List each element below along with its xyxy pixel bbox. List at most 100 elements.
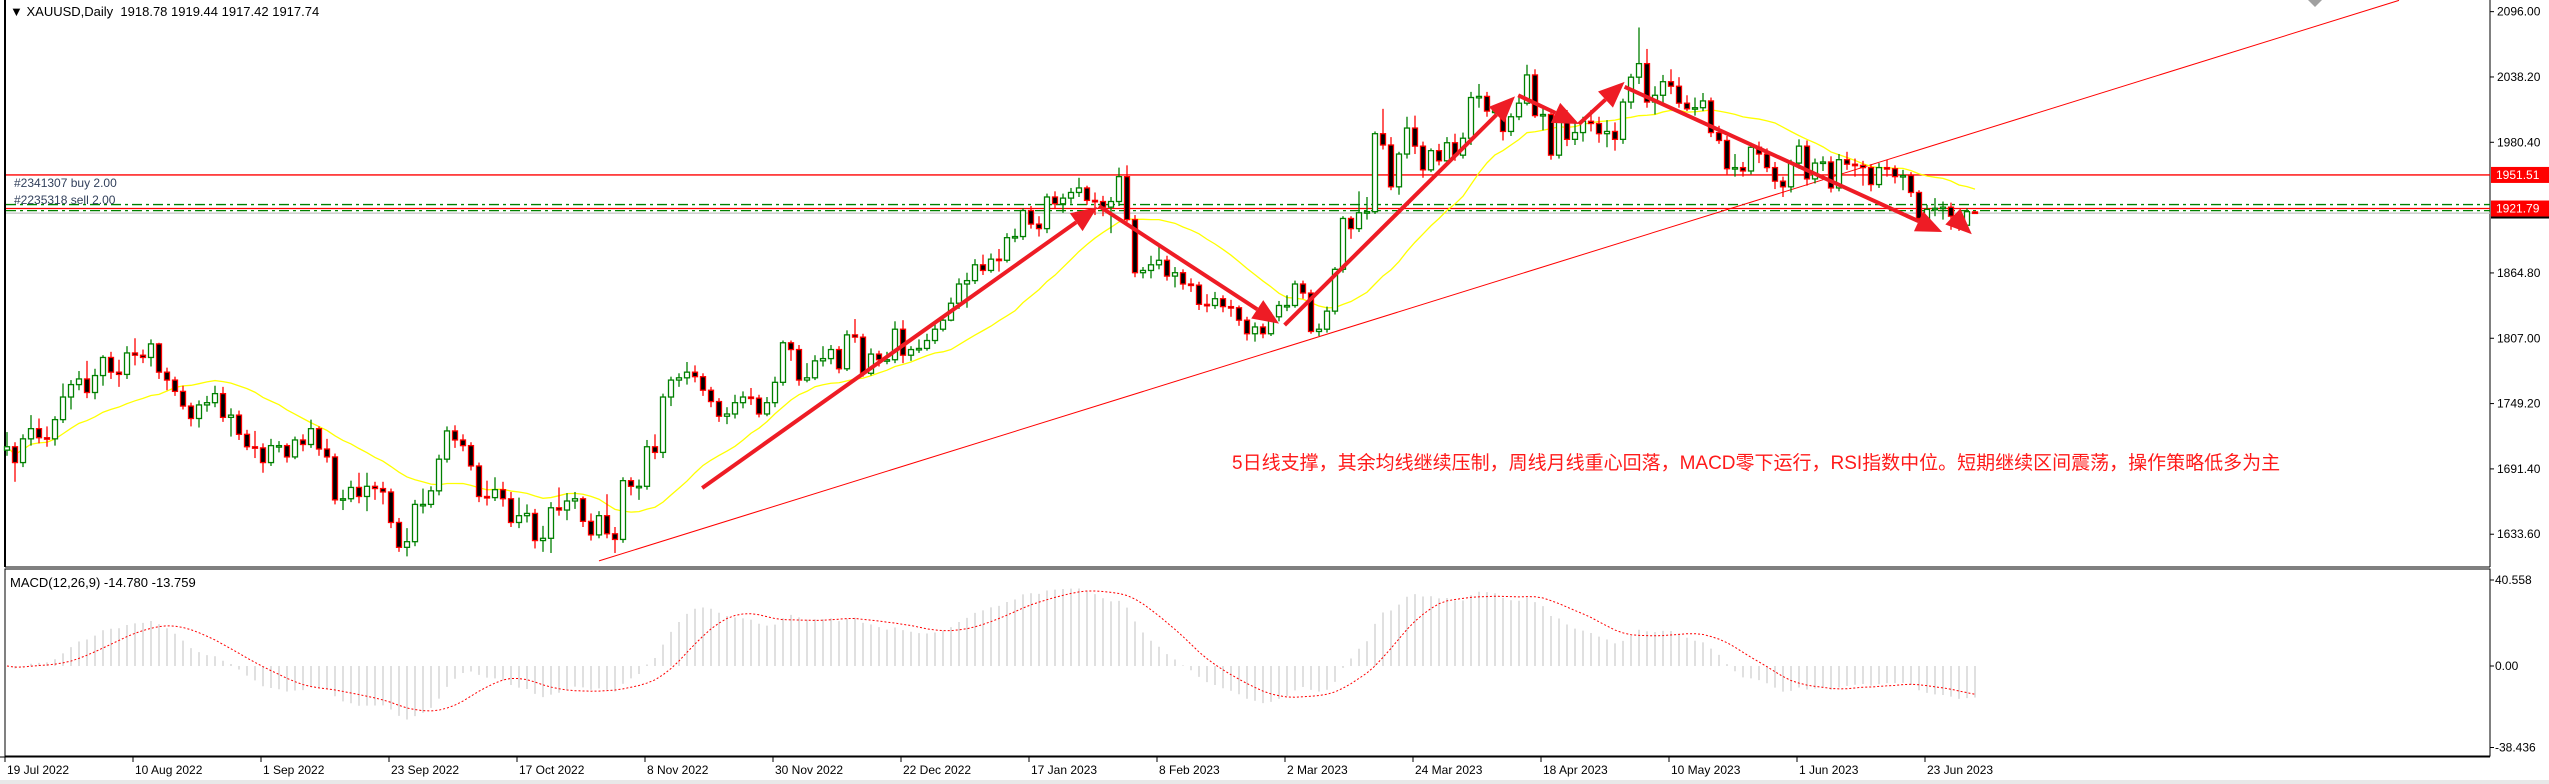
candle-body	[1819, 161, 1827, 165]
candle-body	[1795, 145, 1803, 164]
candle-body	[1283, 304, 1291, 308]
candle-body	[987, 258, 995, 272]
candle-body	[459, 439, 467, 447]
candle-body	[155, 343, 163, 373]
arrow-head-icon	[1488, 96, 1515, 123]
candle-body	[579, 498, 587, 522]
macd-title: MACD(12,26,9) -14.780 -13.759	[10, 575, 196, 590]
date-tick-label: 10 Aug 2022	[135, 763, 203, 777]
candle-body	[1571, 131, 1579, 140]
order-label-buy[interactable]: #2341307 buy 2.00	[14, 176, 117, 190]
candle-body	[1523, 74, 1531, 104]
candle-body	[1443, 142, 1451, 162]
candle-body	[1715, 131, 1723, 142]
candle-body	[675, 377, 683, 381]
candle-body	[307, 428, 315, 446]
date-tick-label: 24 Mar 2023	[1415, 763, 1483, 777]
candle-body	[531, 512, 539, 542]
candle-body	[355, 486, 363, 498]
candle-body	[1851, 163, 1859, 167]
candle-body	[1411, 127, 1419, 147]
candle-body	[491, 489, 499, 499]
candle-body	[923, 339, 931, 350]
candle-body	[1659, 81, 1667, 96]
candle-body	[1603, 130, 1611, 135]
candle-body	[1203, 303, 1211, 307]
candle-body	[1635, 62, 1643, 78]
candle-body	[875, 353, 883, 361]
candle-body	[1435, 149, 1443, 162]
price-tick-label: 1691.40	[2497, 462, 2541, 476]
date-tick-label: 8 Feb 2023	[1159, 763, 1220, 777]
arrow-shaft	[1517, 93, 1557, 115]
candle-body	[563, 500, 571, 511]
candle-body	[995, 258, 1003, 262]
chart-shift-marker-icon[interactable]	[2308, 0, 2322, 7]
chart-title[interactable]: ▼ XAUUSD,Daily 1918.78 1919.44 1917.42 1…	[10, 4, 319, 19]
candle-body	[779, 342, 787, 383]
collapse-triangle-icon[interactable]: ▼	[10, 4, 27, 19]
bid-marker	[2491, 216, 2549, 219]
annotation-arrows	[701, 81, 1972, 490]
date-tick-label: 23 Sep 2022	[391, 763, 459, 777]
candle-body	[203, 402, 211, 406]
candle-body	[547, 507, 555, 539]
candle-body	[195, 404, 203, 420]
candle-body	[259, 447, 267, 464]
candle-body	[555, 507, 563, 511]
candle-body	[123, 352, 131, 376]
candle-body	[795, 348, 803, 381]
candle-body	[1291, 283, 1299, 307]
candle-body	[1515, 102, 1523, 118]
candle-body	[1347, 217, 1355, 230]
candle-body	[243, 433, 251, 448]
candle-body	[1275, 304, 1283, 318]
arrow-shaft	[1577, 98, 1607, 126]
candle-body	[1803, 145, 1811, 180]
candle-body	[411, 503, 419, 543]
candle-body	[587, 520, 595, 536]
candle-body	[171, 379, 179, 393]
macd-panel-border	[4, 568, 2491, 757]
candle-body	[787, 342, 795, 351]
candle-body	[931, 328, 939, 342]
candle-body	[1971, 211, 1979, 215]
candle-body	[1723, 139, 1731, 170]
candle-body	[1355, 212, 1363, 230]
candle-body	[1475, 95, 1483, 99]
candle-body	[867, 353, 875, 374]
candle-body	[619, 480, 627, 541]
candle-body	[147, 343, 155, 359]
candle-body	[1739, 166, 1747, 172]
candle-body	[11, 446, 19, 464]
candle-body	[1779, 180, 1787, 188]
candle-body	[75, 378, 83, 386]
candle-body	[603, 515, 611, 535]
candle-body	[683, 371, 691, 379]
candle-body	[99, 356, 107, 377]
price-label-box	[2491, 200, 2549, 217]
candle-body	[1787, 162, 1795, 188]
candle-body	[115, 371, 123, 376]
candle-body	[1243, 319, 1251, 335]
candle-body	[1219, 298, 1227, 308]
order-label-sell[interactable]: #2235318 sell 2.00	[14, 193, 116, 207]
candle-body	[1683, 102, 1691, 110]
macd-tick-label: 40.558	[2495, 573, 2532, 587]
macd-tick-label: -38.436	[2495, 741, 2536, 755]
symbol-label: XAUUSD,Daily	[26, 4, 114, 19]
candle-body	[67, 383, 75, 398]
arrow-shaft	[1623, 84, 1920, 224]
candle-body	[763, 402, 771, 415]
candle-body	[1507, 116, 1515, 133]
candle-body	[707, 389, 715, 403]
candle-body	[667, 379, 675, 398]
candle-body	[1531, 74, 1539, 117]
candle-body	[1891, 168, 1899, 178]
candle-body	[27, 428, 35, 440]
candle-body	[1859, 164, 1867, 169]
candle-body	[1931, 207, 1939, 211]
candle-body	[163, 371, 171, 381]
